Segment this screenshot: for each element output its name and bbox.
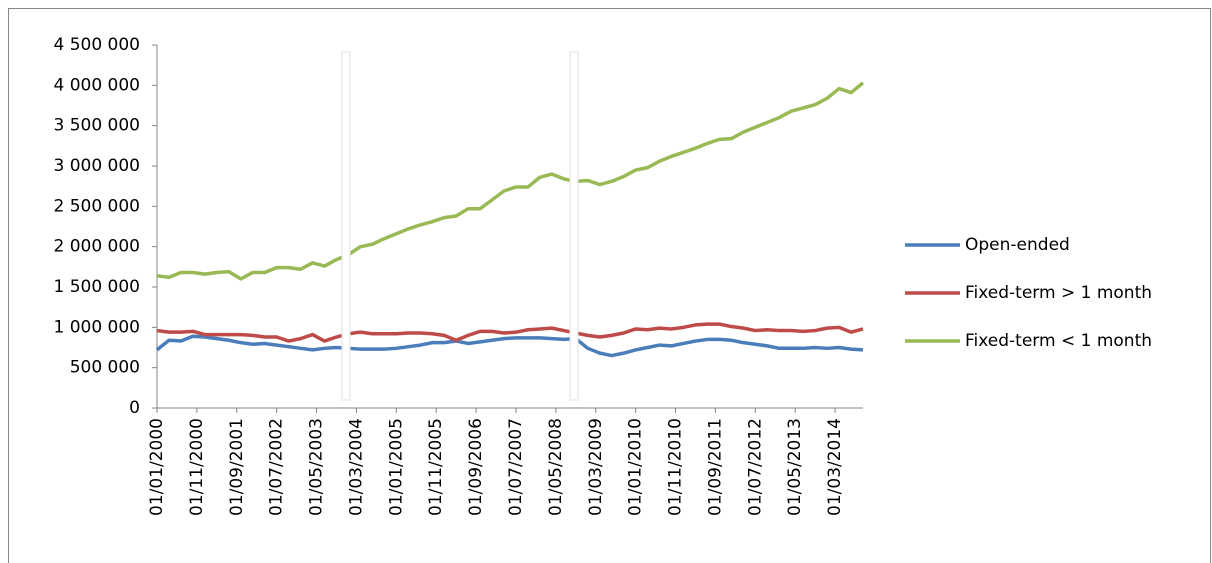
x-tick-label: 01/11/2010: [666, 418, 686, 516]
x-tick-label: 01/05/2013: [785, 418, 805, 516]
chart-border: [8, 8, 1211, 563]
x-tick-label: 01/03/2014: [825, 418, 845, 516]
x-tick-label: 01/07/2007: [506, 418, 526, 516]
axis-break: [341, 51, 351, 401]
x-tick-label: 01/01/2005: [386, 418, 406, 516]
y-tick-label: 0: [129, 398, 140, 418]
legend-label: Fixed-term > 1 month: [965, 283, 1152, 303]
series-line: [155, 334, 864, 358]
y-tick-label: 2 500 000: [53, 196, 140, 216]
x-tick-label: 01/11/2005: [426, 418, 446, 516]
y-tick-label: 2 000 000: [53, 237, 140, 257]
series-line: [156, 81, 865, 281]
plot-area: [152, 44, 865, 413]
y-tick-label: 1 500 000: [53, 277, 140, 297]
x-tick-label: 01/09/2006: [466, 418, 486, 516]
x-tick-label: 01/05/2003: [307, 418, 327, 516]
y-tick-label: 1 000 000: [53, 317, 140, 337]
y-tick-label: 4 500 000: [53, 35, 140, 55]
y-tick-label: 3 500 000: [53, 116, 140, 136]
axis-break: [569, 51, 579, 401]
x-tick-label: 01/01/2000: [147, 418, 167, 516]
x-tick-label: 01/11/2000: [187, 418, 207, 516]
x-tick-label: 01/09/2001: [227, 418, 247, 516]
x-tick-label: 01/07/2002: [267, 418, 287, 516]
x-tick-label: 01/01/2010: [626, 418, 646, 516]
x-tick-label: 01/03/2009: [586, 418, 606, 516]
x-tick-label: 01/07/2012: [745, 418, 765, 516]
y-tick-label: 4 000 000: [53, 75, 140, 95]
x-tick-label: 01/03/2004: [346, 418, 366, 516]
y-tick-label: 500 000: [70, 358, 140, 378]
legend-label: Fixed-term < 1 month: [965, 331, 1152, 351]
legend-label: Open-ended: [965, 235, 1070, 255]
x-tick-label: 01/09/2011: [705, 418, 725, 516]
series-line: [156, 322, 864, 343]
y-tick-label: 3 000 000: [53, 156, 140, 176]
x-tick-label: 01/05/2008: [546, 418, 566, 516]
labels: 0 500 000 1 000 000 1 500 000 2 000 000 2 500…: [53, 35, 1152, 516]
